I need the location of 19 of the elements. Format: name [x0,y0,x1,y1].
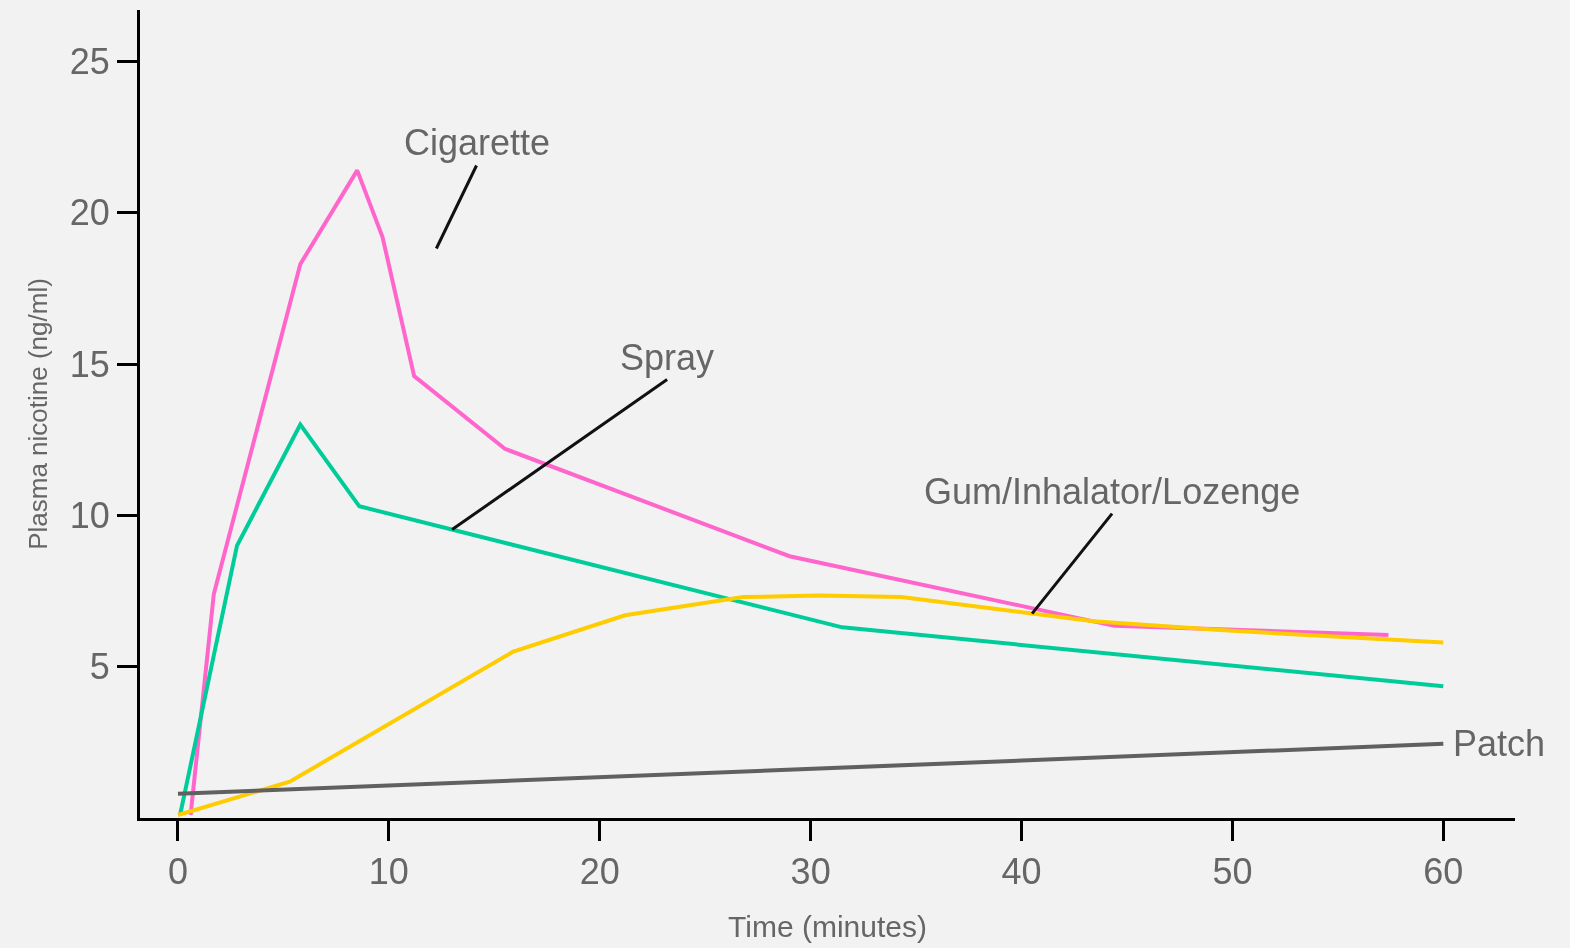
x-tick-label: 0 [167,851,188,893]
x-tick-label: 30 [790,851,831,893]
y-tick-label: 20 [69,192,110,234]
x-axis-title: Time (minutes) [728,909,927,943]
y-tick-label: 25 [69,41,110,83]
x-tick-label: 40 [1001,851,1042,893]
y-axis-title: Plasma nicotine (ng/ml) [23,278,54,550]
text: Spray [620,337,715,378]
series-label: Patch [1453,723,1546,764]
y-tick-label: 15 [69,343,110,385]
x-tick-label: 60 [1423,851,1464,893]
line-series [175,593,1446,817]
y-tick-label: 5 [89,646,110,688]
y-tick-label: 10 [69,494,110,536]
x-tick-label: 20 [579,851,620,893]
x-tick-label: 50 [1212,851,1253,893]
series-label: Cigarette [404,122,551,163]
x-tick-label: 10 [368,851,409,893]
text: Gum/Inhalator/Lozenge [924,471,1301,512]
